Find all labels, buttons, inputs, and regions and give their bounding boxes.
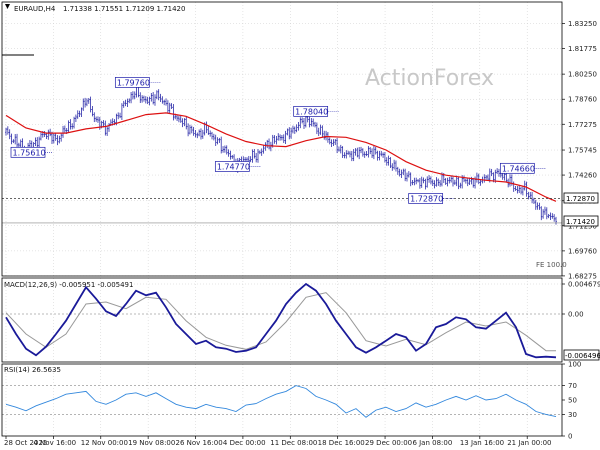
- rsi-line: [5, 385, 557, 418]
- panel-border: [1, 277, 563, 363]
- price-tick-label: 1.74260: [568, 172, 597, 180]
- price-grid: [2, 2, 562, 277]
- rsi-tick-label: 70: [568, 382, 577, 390]
- price-tick-label: 1.78760: [568, 96, 597, 104]
- macd-signal-line: [5, 292, 556, 352]
- annotation-label: 1.72870: [410, 194, 443, 203]
- current-price-label: 1.71420: [566, 218, 595, 226]
- watermark: ActionForex: [365, 66, 494, 91]
- rsi-header: RSI(14) 26.5635: [4, 366, 61, 374]
- macd-grid: [2, 278, 562, 362]
- rsi-axis: 100 70 50 30 0: [562, 361, 581, 441]
- price-tick-label: 1.77275: [568, 121, 597, 129]
- price-tick-label: 1.83250: [568, 20, 597, 28]
- price-axis: 1.83250 1.81775 1.80250 1.78760 1.77275 1.757…: [562, 20, 597, 280]
- macd-value-box: [563, 349, 600, 361]
- time-tick-label: 4 Dec 00:00: [223, 439, 266, 447]
- rsi-tick-label: 50: [568, 397, 577, 405]
- current-price-box: [563, 215, 599, 227]
- time-tick-label: 18 Dec 16:00: [318, 439, 365, 447]
- horizontal-levels: [2, 198, 562, 224]
- macd-tick-label: 0.004679: [568, 281, 600, 289]
- macd-axis: 0.004679 0.00: [562, 281, 600, 319]
- level-price-box: [563, 192, 599, 204]
- macd-line: [5, 282, 557, 359]
- rsi-panel: RSI(14) 26.5635 100 70 50 30 0: [2, 361, 581, 441]
- annotation-label: 1.74770: [217, 162, 250, 171]
- price-tick-label: 1.68275: [568, 272, 597, 280]
- price-tick-label: 1.81775: [568, 45, 597, 53]
- rsi-tick-label: 100: [568, 361, 581, 369]
- panel-border: [1, 1, 563, 277]
- macd-panel: MACD(12,26,9) -0.005951 -0.005491 0.0046…: [2, 278, 600, 362]
- ohlc-values: 1.71338 1.71551 1.71209 1.71420: [63, 5, 185, 13]
- price-panel: ActionForex EURAUD,H4 1.71338 1.71551 1.…: [2, 2, 599, 280]
- time-tick-label: 13 Jan 16:00: [460, 439, 504, 447]
- panel-border: [1, 363, 563, 437]
- annotation-label: 1.78040: [295, 107, 328, 116]
- symbol-label: EURAUD,H4: [14, 5, 56, 13]
- macd-header: MACD(12,26,9) -0.005951 -0.005491: [4, 281, 133, 289]
- time-tick-label: 6 Jan 08:00: [412, 439, 452, 447]
- price-tick-label: 1.75745: [568, 147, 597, 155]
- price-tick-label: 1.69760: [568, 247, 597, 255]
- macd-tick-label: 0.00: [568, 311, 584, 319]
- time-tick-label: 4 Nov 16:00: [33, 439, 76, 447]
- moving-average-line: [5, 112, 557, 202]
- time-tick-label: 26 Nov 16:00: [176, 439, 223, 447]
- price-tick-label: 1.80250: [568, 71, 597, 79]
- annotation-label: 1.79760: [117, 78, 150, 87]
- time-tick-label: 19 Nov 08:00: [128, 439, 175, 447]
- macd-value-label: -0.006496: [565, 352, 600, 360]
- candlesticks: [5, 83, 557, 225]
- time-tick-label: 11 Dec 08:00: [270, 439, 317, 447]
- annotation-label: 1.75610: [13, 148, 46, 157]
- annotation-label: 1.74660: [502, 164, 535, 173]
- panel-borders: [1, 1, 563, 437]
- rsi-tick-label: 30: [568, 411, 577, 419]
- fe-label: FE 100.0: [536, 261, 567, 269]
- time-tick-label: 28 Oct 2025: [4, 439, 47, 447]
- rsi-tick-label: 0: [568, 433, 572, 441]
- time-tick-label: 12 Nov 00:00: [81, 439, 128, 447]
- rsi-grid: [2, 364, 562, 436]
- time-tick-label: 29 Dec 00:00: [365, 439, 412, 447]
- collapse-arrow-icon[interactable]: [5, 4, 10, 9]
- time-tick-label: 21 Jan 00:00: [507, 439, 551, 447]
- level-price-label: 1.72870: [566, 195, 595, 203]
- price-annotations: 1.75610 1.79760 1.74770 1.78040 1.72870 1.746…: [10, 77, 547, 204]
